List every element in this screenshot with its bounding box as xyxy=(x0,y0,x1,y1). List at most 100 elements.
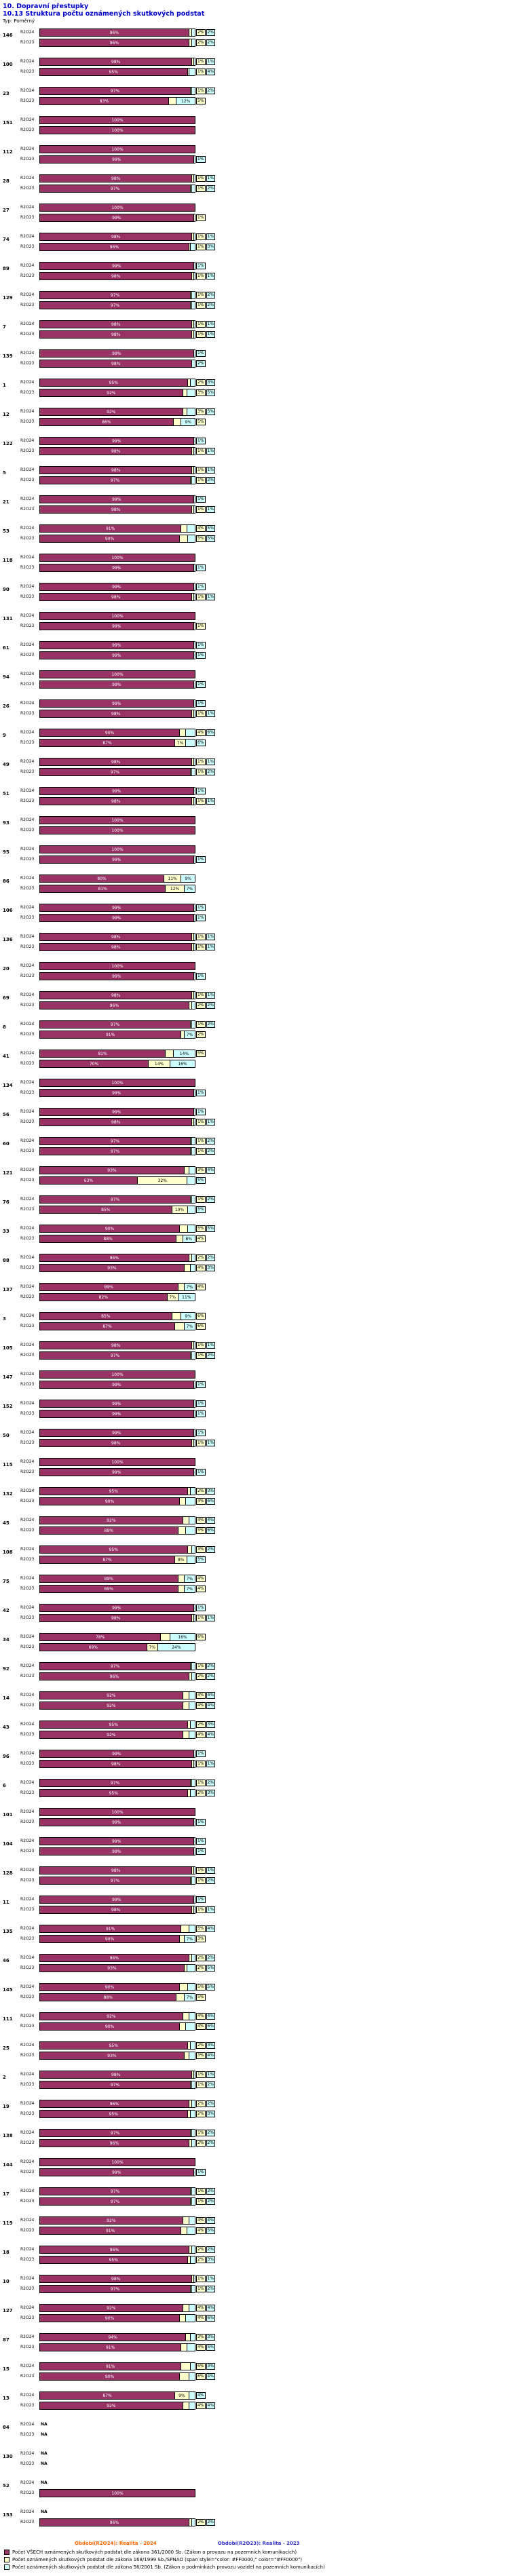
bar-segment-zakon-361-2000: 97% xyxy=(39,2187,191,2195)
year-label: R2O23 xyxy=(20,2024,35,2029)
segment-value-callout: 4% xyxy=(195,2314,206,2322)
outside-labels: 1% xyxy=(195,641,206,649)
bar-segment-zakon-56-2001: 7% xyxy=(184,1934,195,1943)
chart-row: 118 R2O24 100% R2O23 99% 1% xyxy=(3,553,509,573)
bar-segment-zakon-361-2000: 98% xyxy=(39,709,193,718)
segment-value-callout: 1% xyxy=(195,1147,206,1155)
segment-value-callout: 1% xyxy=(195,2071,206,2078)
chart-row: 90 R2O24 99% 1% R2O23 98% 1% 1% xyxy=(3,582,509,602)
segment-value-callout: 4% xyxy=(206,1691,216,1699)
stacked-bar: 82% 7% 11% xyxy=(39,1292,195,1301)
segment-value-callout: 1% xyxy=(195,641,206,649)
segment-value-callout: 4% xyxy=(195,1691,206,1699)
segment-value-callout: 2% xyxy=(195,39,206,46)
bar-segment-zakon-168-1999 xyxy=(192,942,194,951)
stacked-bar: 69% 7% 24% xyxy=(39,1642,195,1651)
bar-line-r2o23: R2O23 99% 1% xyxy=(20,563,206,572)
bar-segment-zakon-56-2001 xyxy=(192,2138,195,2147)
segment-value-callout: 1% xyxy=(206,1760,216,1767)
segment-value-label: 100% xyxy=(111,1080,124,1085)
year-label: R2O23 xyxy=(20,2111,35,2116)
outside-labels: 4% 3% xyxy=(195,1264,216,1271)
bar-line-r2o23: R2O23 95% 2% 3% xyxy=(20,2109,216,2118)
chart-row: 119 R2O24 92% 4% 4% R2O23 91% 4% 5% xyxy=(3,2216,509,2236)
bar-segment-zakon-361-2000: 97% xyxy=(39,1661,191,1670)
bar-line-r2o23: R2O23 63% 32% 5% xyxy=(20,1176,216,1185)
segment-value-label: 91% xyxy=(105,526,115,531)
segment-value-label: 98% xyxy=(111,1868,121,1873)
stacked-bar: 89% 7% xyxy=(39,1282,195,1291)
bar-segment-zakon-56-2001 xyxy=(193,972,195,980)
year-label: R2O23 xyxy=(20,594,35,599)
segment-value-label: 70% xyxy=(89,1061,99,1066)
year-label: R2O23 xyxy=(20,2170,35,2174)
segment-value-callout: 1% xyxy=(206,174,216,182)
bar-segment-zakon-56-2001 xyxy=(187,388,195,397)
bar-segment-zakon-361-2000: 100% xyxy=(39,845,195,853)
outside-labels: 1% xyxy=(195,1400,206,1407)
bar-line-r2o23: R2O23 100% xyxy=(20,826,195,834)
bar-segment-zakon-361-2000: 98% xyxy=(39,320,193,328)
segment-value-label: 98% xyxy=(111,594,121,600)
year-label: R2O24 xyxy=(20,905,35,910)
bar-line-r2o24: R2O24 98% 1% 1% xyxy=(20,757,216,766)
segment-value-callout: 1% xyxy=(195,2275,206,2282)
outside-labels: 1% 1% xyxy=(195,320,216,328)
year-label: R2O23 xyxy=(20,740,35,745)
bar-segment-zakon-168-1999 xyxy=(183,1730,189,1739)
bar-segment-zakon-56-2001 xyxy=(193,320,195,328)
stacked-bar: 98% xyxy=(39,942,195,951)
segment-value-label: 93% xyxy=(107,1965,117,1971)
bar-segment-zakon-56-2001 xyxy=(192,28,195,37)
year-label: R2O23 xyxy=(20,1149,35,1153)
segment-value-callout: 2% xyxy=(206,2139,216,2147)
legend-label: Počet oznámených skutkových podstat dle … xyxy=(12,2557,302,2562)
segment-value-callout: 1% xyxy=(195,1351,206,1359)
segment-value-callout: 1% xyxy=(195,699,206,707)
bar-segment-zakon-168-1999 xyxy=(187,2041,191,2050)
bar-line-r2o23: R2O23 91% 4% 5% xyxy=(20,2226,216,2235)
outside-labels: 4% 4% xyxy=(195,2216,216,2224)
bar-line-r2o24: R2O24 96% 2% 2% xyxy=(20,1953,216,1962)
bar-line-r2o24: R2O24 89% 7% 4% xyxy=(20,1574,206,1583)
bar-segment-zakon-168-1999 xyxy=(192,271,194,280)
bar-segment-zakon-56-2001 xyxy=(193,1895,195,1904)
segment-value-label: 90% xyxy=(105,1984,115,1990)
segment-value-label: 99% xyxy=(112,438,121,444)
year-label: R2O24 xyxy=(20,1576,35,1581)
segment-value-callout: 2% xyxy=(195,1001,206,1009)
segment-value-label: 98% xyxy=(111,799,121,804)
segment-value-label: 80% xyxy=(97,876,107,881)
segment-value-label: 11% xyxy=(168,876,177,881)
segment-value-callout: 2% xyxy=(206,768,216,775)
segment-value-label: 99% xyxy=(112,351,121,356)
bar-line-r2o24: R2O24 78% 16% 6% xyxy=(20,1632,206,1641)
segment-value-label: 7% xyxy=(186,1936,193,1942)
segment-value-callout: 2% xyxy=(195,1789,206,1796)
segment-value-callout: 2% xyxy=(206,2246,216,2253)
bar-line-r2o23: R2O23 97% 1% 2% xyxy=(20,184,216,193)
chart-row: 104 R2O24 99% 1% R2O23 99% 1% xyxy=(3,1837,509,1857)
bar-line-r2o23: R2O23 98% 1% 1% xyxy=(20,592,216,601)
bar-segment-zakon-56-2001 xyxy=(193,991,195,999)
segment-value-callout: 1% xyxy=(195,476,206,484)
row-bars: R2O24 99% 1% R2O23 98% 1% 1% xyxy=(20,1107,216,1128)
stacked-bar: 99% xyxy=(39,651,195,659)
segment-value-label: 12% xyxy=(181,98,191,104)
outside-labels: 1% 1% xyxy=(195,943,216,950)
bar-segment-zakon-56-2001 xyxy=(193,349,195,358)
stacked-bar: 95% xyxy=(39,1788,195,1797)
segment-value-callout: 4% xyxy=(206,2402,216,2409)
row-bars: R2O24 98% 1% 1% R2O23 97% 1% 2% xyxy=(20,1866,216,1886)
bar-segment-zakon-361-2000: 88% xyxy=(39,1234,177,1243)
bar-line-r2o23: R2O23 93% 2% 5% xyxy=(20,1963,216,1972)
segment-value-label: 91% xyxy=(105,1032,115,1037)
bar-segment-zakon-361-2000: 98% xyxy=(39,359,193,368)
bar-line-r2o24: R2O24 92% 4% 4% xyxy=(20,1516,216,1524)
year-label: R2O23 xyxy=(20,1761,35,1766)
segment-value-label: 96% xyxy=(109,2520,119,2525)
year-label: R2O24 xyxy=(20,1809,35,1814)
bar-line-r2o24: R2O24 100% xyxy=(20,2157,206,2166)
bar-segment-zakon-56-2001 xyxy=(192,2245,195,2254)
bar-line-r2o23: R2O23 98% 1% 1% xyxy=(20,1905,216,1914)
